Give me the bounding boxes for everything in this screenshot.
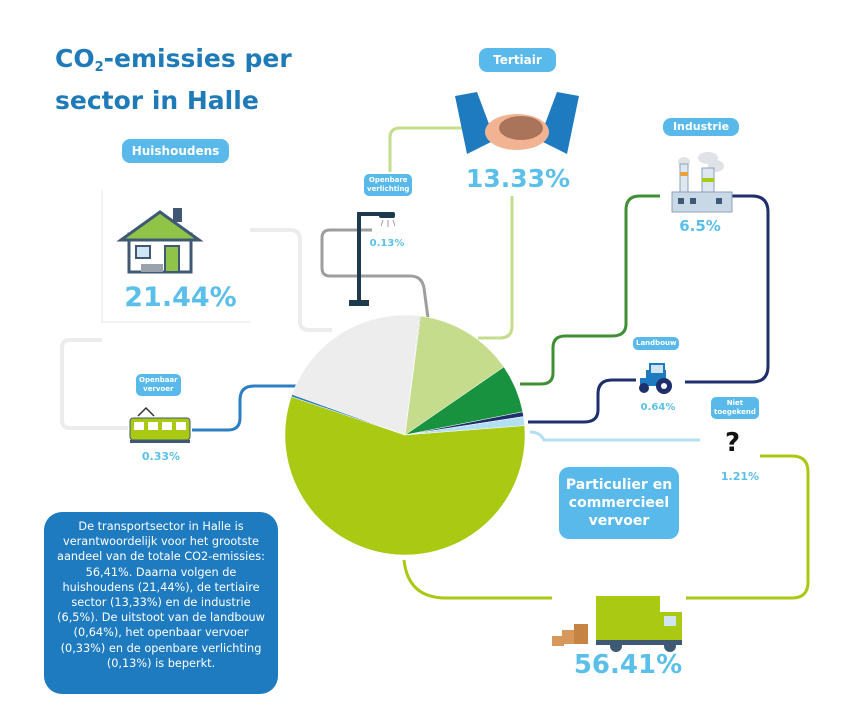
question-mark-icon: ?: [725, 428, 741, 458]
page-title: CO2-emissies per sector in Halle: [55, 42, 292, 117]
info-box: De transportsector in Halle is verantwoo…: [44, 512, 278, 694]
openbaar-vervoer-grey-connector: [60, 338, 128, 430]
label-tertiair: Tertiair: [479, 48, 556, 72]
pct-niet-toegekend: 1.21%: [720, 470, 760, 483]
label-niet-toegekend-2: toegekend: [714, 408, 756, 416]
label-particulier-3: vervoer: [588, 513, 650, 529]
tram-icon: [129, 406, 191, 443]
pie-slice-tertiair: [404, 315, 505, 436]
label-openbaar-vervoer-2: vervoer: [143, 385, 174, 393]
pct-openbare-verlichting: 0.13%: [369, 238, 405, 249]
label-openbaar-vervoer: Openbaar vervoer: [136, 374, 181, 396]
pct-landbouw: 0.64%: [640, 402, 676, 413]
truck-icon: [552, 596, 682, 652]
pie-slice-huishoudens: [291, 314, 420, 436]
label-particulier-1: Particulier en: [565, 477, 673, 493]
title-line1-rest: -emissies per: [103, 44, 292, 73]
huishoudens-connector: [250, 228, 332, 332]
tertiair-connector: [388, 126, 465, 172]
label-openbare-verlichting: Openbare verlichting: [364, 174, 413, 196]
particulier-connector: [402, 559, 552, 600]
title-subscript: 2: [94, 60, 104, 75]
industrie-connector: [520, 194, 660, 386]
tractor-icon: [639, 363, 672, 394]
house-icon: [116, 208, 204, 274]
factory-icon: [671, 152, 733, 213]
landbouw-connector: [528, 378, 636, 424]
label-particulier-2: commercieel: [568, 495, 670, 511]
street-lamp-icon: [349, 212, 396, 306]
openbaar-vervoer-connector: [192, 384, 300, 432]
pct-tertiair: 13.33%: [465, 164, 571, 193]
label-niet-toegekend: Niet toegekend: [711, 397, 759, 419]
label-openbaar-vervoer-1: Openbaar: [139, 376, 178, 384]
pct-industrie: 6.5%: [679, 217, 721, 235]
pie-slice-particulier-en-commercieel-vervoer: [284, 396, 526, 556]
info-text: De transportsector in Halle is verantwoo…: [57, 520, 265, 670]
title-co: CO: [55, 44, 95, 73]
pie-chart: [284, 314, 526, 556]
label-landbouw: Landbouw: [633, 337, 680, 350]
label-openbare-verlichting-2: verlichting: [367, 185, 410, 193]
label-huishoudens: Huishoudens: [122, 139, 229, 163]
label-particulier-vervoer: Particulier en commercieel vervoer: [559, 467, 679, 539]
label-industrie: Industrie: [663, 118, 739, 136]
tertiair-connector-down: [478, 196, 514, 340]
huishoudens-frame: [101, 190, 250, 323]
pct-huishoudens: 21.44%: [124, 282, 237, 313]
pct-particulier: 56.41%: [573, 650, 683, 680]
particulier-connector-right: [686, 454, 810, 600]
handshake-icon: [455, 92, 579, 154]
pct-openbaar-vervoer: 0.33%: [141, 450, 181, 463]
label-niet-toegekend-1: Niet: [726, 399, 744, 407]
title-line2: sector in Halle: [55, 86, 259, 115]
label-openbare-verlichting-1: Openbare: [368, 176, 408, 184]
niet-toegekend-connector: [529, 430, 700, 442]
openbare-verlichting-connector: [320, 228, 430, 319]
industrie-connector-dark: [685, 194, 770, 384]
